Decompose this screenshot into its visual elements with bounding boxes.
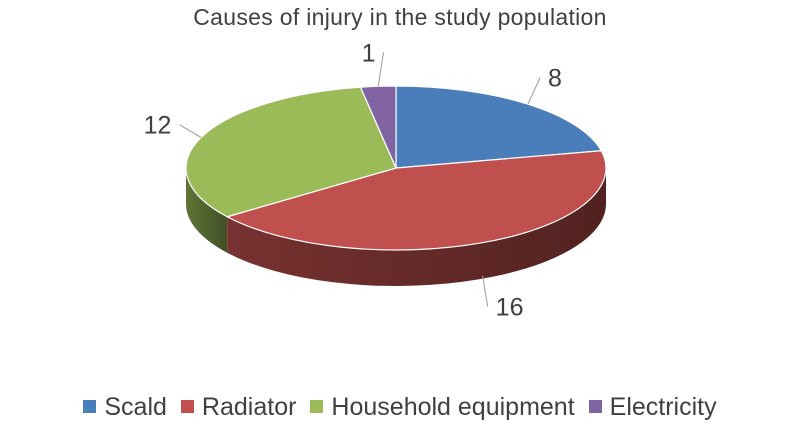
leader-line-scald: [527, 77, 541, 105]
legend-swatch: [83, 400, 97, 413]
legend-item-household-equipment: Household equipment: [310, 393, 575, 422]
legend-item-radiator: Radiator: [180, 393, 297, 422]
legend-label: Scald: [104, 393, 167, 421]
pie-side-radiator: [227, 168, 607, 286]
pie-slice-radiator: [226, 150, 607, 251]
pie-depth-layer: [186, 168, 607, 286]
pie-side-household-equipment: [186, 168, 228, 253]
leader-line-electricity: [377, 52, 384, 87]
legend-swatch: [588, 400, 602, 413]
legend-label: Electricity: [609, 393, 717, 421]
data-label-household-equipment: 12: [144, 112, 172, 140]
data-label-electricity: 1: [362, 39, 376, 67]
legend-swatch: [310, 400, 324, 413]
legend-item-electricity: Electricity: [588, 393, 717, 422]
leader-line-radiator: [482, 275, 489, 307]
pie-label-layer: 8 16 12 1: [144, 39, 562, 321]
legend-label: Radiator: [201, 393, 297, 421]
legend-swatch: [180, 400, 194, 413]
legend: Scald Radiator Household equipment Electric…: [0, 393, 800, 422]
pie-chart: 8 16 12 1: [144, 39, 607, 322]
legend-item-scald: Scald: [83, 393, 167, 422]
pie-slice-household-equipment: [185, 86, 397, 218]
chart-title: Causes of injury in the study population: [193, 4, 607, 30]
leader-line-household-equipment: [179, 124, 202, 138]
data-label-radiator: 16: [496, 294, 524, 322]
data-label-scald: 8: [548, 65, 562, 93]
legend-label: Household equipment: [331, 393, 575, 421]
pie-top-layer: [185, 85, 607, 251]
